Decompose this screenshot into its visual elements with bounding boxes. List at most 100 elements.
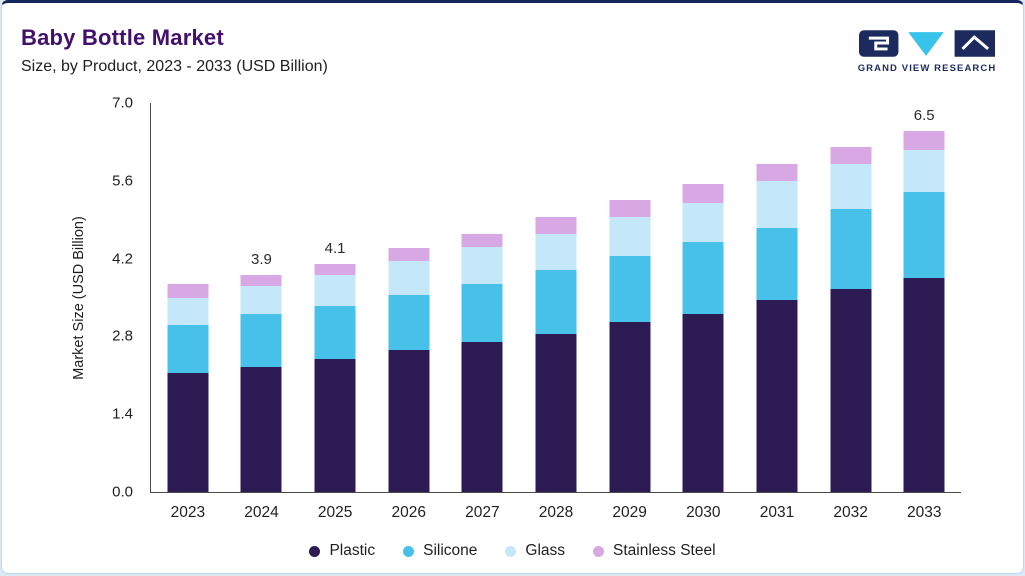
legend-dot-icon [309, 545, 321, 557]
y-axis-label: Market Size (USD Billion) [68, 103, 90, 493]
bar-segment-silicone [830, 208, 872, 290]
bar-segment-plastic [167, 372, 209, 492]
x-tick-label-2025: 2025 [317, 504, 353, 521]
x-tick-label-2026: 2026 [391, 504, 426, 521]
logo-text: GRAND VIEW RESEARCH [857, 63, 997, 74]
x-tick-label-2027: 2027 [465, 504, 500, 521]
y-axis-ticks: 0.0 1.4 2.8 4.2 5.6 7.0 [93, 95, 141, 501]
x-tick-label-2030: 2030 [686, 504, 721, 521]
chart-subtitle: Size, by Product, 2023 - 2033 (USD Billi… [21, 58, 328, 75]
legend-item-plastic: Plastic [309, 542, 375, 560]
bar-stack [461, 233, 503, 492]
chart-header: Baby Bottle Market Size, by Product, 202… [21, 25, 328, 76]
bar-segment-stainless-steel [609, 200, 651, 217]
bar-segment-plastic [609, 322, 651, 492]
bar-segment-glass [682, 203, 724, 242]
plot-area: 0.0 1.4 2.8 4.2 5.6 7.0 2023 3.9 2024 4.1 2025 202… [112, 95, 961, 521]
bar-column-2023: 2023 [151, 103, 225, 521]
bar-segment-glass [314, 275, 356, 306]
bar-column-2028: 2028 [519, 103, 593, 521]
bar-segment-plastic [535, 333, 577, 492]
bar-stack [830, 147, 872, 492]
bar-stack [388, 247, 430, 493]
legend: Plastic Silicone Glass Stainless Steel [2, 542, 1023, 560]
bar-segment-silicone [314, 305, 356, 359]
bar-column-2024: 3.9 2024 [225, 103, 299, 521]
y-tick-label: 4.2 [112, 250, 133, 268]
bar-segment-stainless-steel [682, 183, 724, 204]
logo-glyphs-icon [859, 30, 995, 57]
x-tick-label-2029: 2029 [612, 504, 647, 521]
legend-label: Stainless Steel [613, 542, 716, 559]
bar-segment-glass [167, 297, 209, 326]
bar-segment-plastic [903, 278, 945, 492]
bar-segment-silicone [167, 325, 209, 373]
y-tick-label: 5.6 [112, 172, 133, 190]
bar-segment-stainless-steel [167, 283, 209, 298]
bar-segment-glass [756, 180, 798, 229]
bar-column-2031: 2031 [740, 103, 814, 521]
bar-segment-stainless-steel [388, 247, 430, 262]
grand-view-research-logo: GRAND VIEW RESEARCH [853, 29, 1001, 74]
bar-total-label-2025: 4.1 [324, 240, 346, 258]
bar-stack [314, 264, 356, 492]
logo-shapes [859, 29, 995, 59]
chart-title: Baby Bottle Market [21, 25, 224, 50]
bar-stack [903, 130, 945, 492]
bar-segment-silicone [609, 255, 651, 323]
x-tick-label-2033: 2033 [906, 504, 942, 521]
x-tick-label-2032: 2032 [833, 504, 868, 521]
bar-segment-stainless-steel [240, 275, 282, 287]
bar-segment-stainless-steel [830, 147, 872, 165]
bar-stack [609, 200, 651, 492]
legend-dot-icon [593, 545, 605, 557]
bar-segment-glass [535, 233, 577, 270]
bar-segment-glass [388, 261, 430, 295]
bar-column-2032: 2032 [814, 103, 888, 521]
bar-segment-glass [240, 286, 282, 315]
bar-stack [682, 183, 724, 492]
bar-segment-glass [903, 150, 945, 192]
bar-column-2030: 2030 [666, 103, 740, 521]
bar-column-2026: 2026 [372, 103, 446, 521]
y-tick-label: 0.0 [112, 483, 133, 501]
bar-segment-silicone [240, 314, 282, 367]
bar-segment-silicone [535, 269, 577, 334]
bar-segment-stainless-steel [535, 216, 577, 234]
bar-segment-stainless-steel [756, 164, 798, 181]
y-axis-label-text: Market Size (USD Billion) [71, 216, 88, 380]
bar-segment-stainless-steel [461, 233, 503, 248]
bar-stack [240, 275, 282, 492]
bar-segment-plastic [830, 289, 872, 492]
y-tick-label: 7.0 [112, 94, 133, 112]
bar-column-2027: 2027 [446, 103, 520, 521]
x-tick-label-2028: 2028 [538, 504, 574, 521]
bar-column-2033: 6.5 2033 [887, 103, 961, 521]
legend-item-glass: Glass [505, 542, 565, 560]
bar-segment-stainless-steel [314, 264, 356, 276]
bar-segment-silicone [756, 228, 798, 301]
bar-column-2029: 2029 [593, 103, 667, 521]
bar-segment-glass [609, 216, 651, 256]
x-tick-label-2024: 2024 [244, 504, 279, 521]
y-tick-label: 2.8 [112, 327, 133, 345]
bar-segment-plastic [388, 350, 430, 492]
legend-label: Glass [525, 542, 566, 559]
legend-label: Silicone [423, 542, 478, 559]
bar-total-label-2033: 6.5 [913, 106, 935, 124]
bar-segment-glass [830, 164, 872, 209]
bar-stack [167, 283, 209, 492]
bar-stack [535, 216, 577, 492]
bar-segment-plastic [240, 366, 282, 492]
bar-total-label-2024: 3.9 [251, 251, 272, 269]
bar-stack [756, 164, 798, 492]
bar-segment-glass [461, 247, 503, 284]
bar-segment-silicone [461, 283, 503, 342]
bar-segment-silicone [682, 241, 724, 315]
y-tick-label: 1.4 [112, 405, 133, 423]
legend-item-silicone: Silicone [403, 542, 477, 560]
legend-dot-icon [403, 545, 415, 557]
legend-dot-icon [505, 545, 517, 557]
bar-segment-plastic [756, 300, 798, 492]
